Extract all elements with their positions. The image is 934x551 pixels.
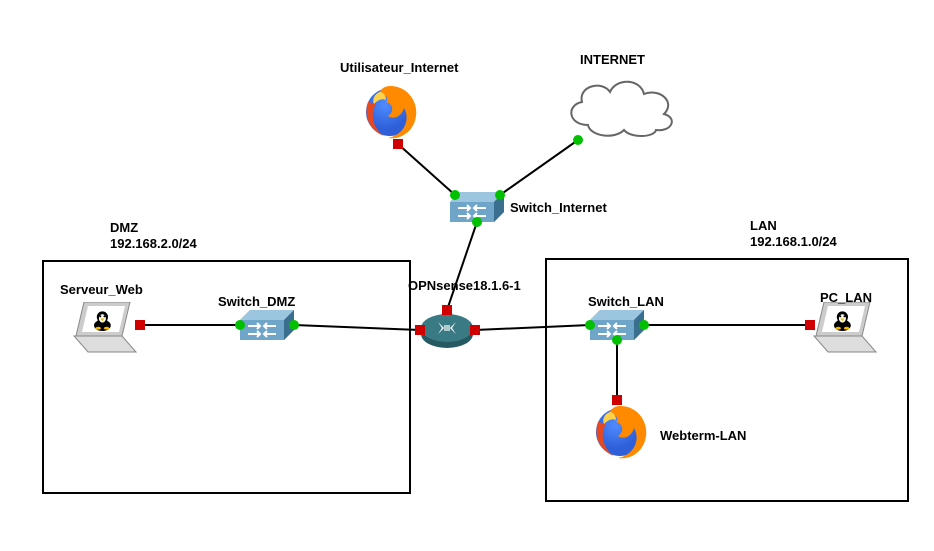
port-down-icon xyxy=(135,320,145,330)
diagram-canvas: DMZ 192.168.2.0/24 LAN 192.168.1.0/24 IN… xyxy=(0,0,934,551)
node-cloud-internet[interactable] xyxy=(560,70,680,140)
port-down-icon xyxy=(612,395,622,405)
port-up-icon xyxy=(495,190,505,200)
port-up-icon xyxy=(573,135,583,145)
node-router-opnsense[interactable] xyxy=(420,310,475,350)
port-down-icon xyxy=(393,139,403,149)
label-serveur-web: Serveur_Web xyxy=(60,282,143,297)
label-pc-lan: PC_LAN xyxy=(820,290,872,305)
node-laptop-serveur-web[interactable] xyxy=(70,302,140,357)
laptop-icon xyxy=(810,302,880,357)
port-up-icon xyxy=(450,190,460,200)
switch-icon xyxy=(240,310,294,340)
port-up-icon xyxy=(612,335,622,345)
port-up-icon xyxy=(289,320,299,330)
port-down-icon xyxy=(805,320,815,330)
port-up-icon xyxy=(585,320,595,330)
node-firefox-user-internet[interactable] xyxy=(358,80,422,144)
port-down-icon xyxy=(415,325,425,335)
port-down-icon xyxy=(470,325,480,335)
laptop-icon xyxy=(70,302,140,357)
node-laptop-pc-lan[interactable] xyxy=(810,302,880,357)
node-firefox-webterm-lan[interactable] xyxy=(588,400,652,464)
label-internet: INTERNET xyxy=(580,52,645,67)
firefox-icon xyxy=(358,80,422,144)
label-router: OPNsense18.1.6-1 xyxy=(408,278,521,293)
label-switch-internet: Switch_Internet xyxy=(510,200,607,215)
label-user-internet: Utilisateur_Internet xyxy=(340,60,458,75)
label-switch-lan: Switch_LAN xyxy=(588,294,664,309)
port-up-icon xyxy=(235,320,245,330)
label-switch-dmz: Switch_DMZ xyxy=(218,294,295,309)
cloud-icon xyxy=(560,70,680,140)
router-icon xyxy=(420,310,475,350)
port-up-icon xyxy=(472,217,482,227)
firefox-icon xyxy=(588,400,652,464)
node-switch-dmz[interactable] xyxy=(240,310,294,340)
port-down-icon xyxy=(442,305,452,315)
port-up-icon xyxy=(639,320,649,330)
links-layer xyxy=(0,0,934,551)
label-webterm-lan: Webterm-LAN xyxy=(660,428,746,443)
